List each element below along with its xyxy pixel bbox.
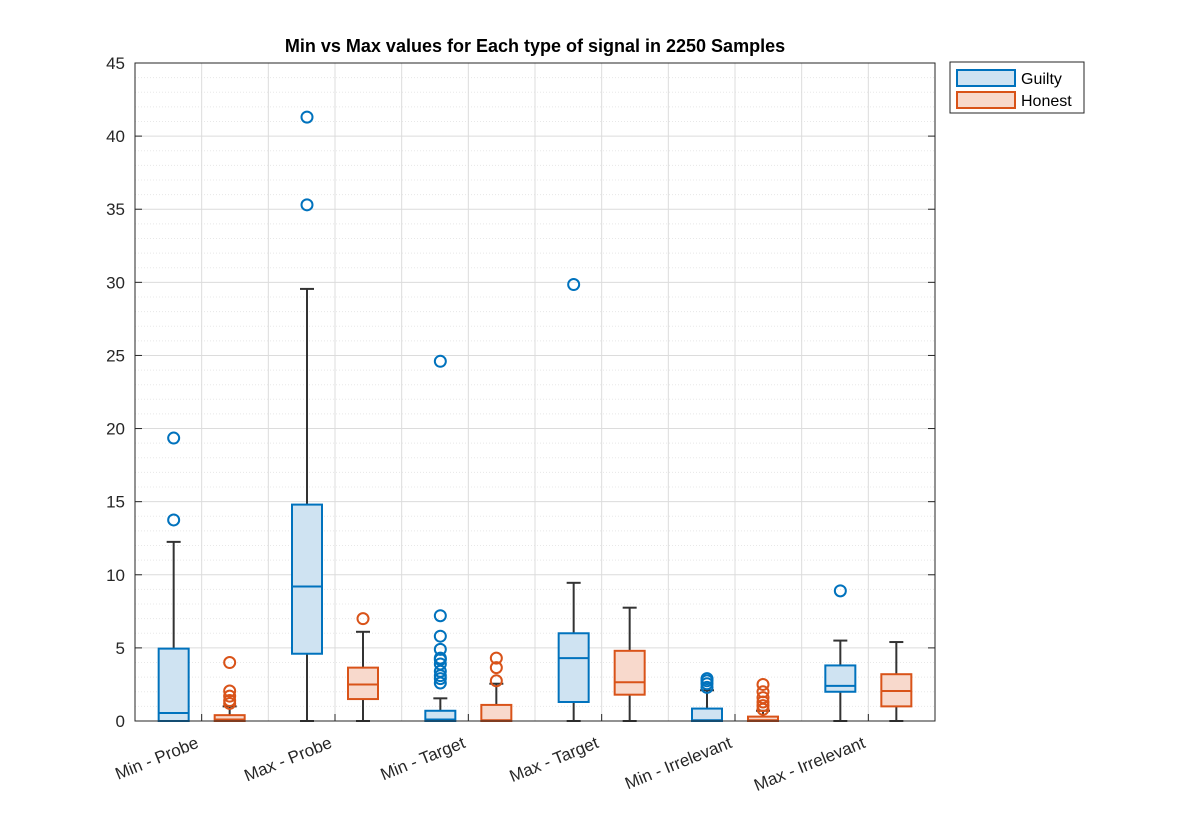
y-tick-label: 30 <box>106 273 125 292</box>
outlier-point <box>433 354 447 368</box>
outlier-point <box>756 685 770 699</box>
outlier-point <box>167 431 181 445</box>
legend-label-honest: Honest <box>1021 93 1072 110</box>
box-iqr <box>480 703 513 722</box>
outlier-point <box>489 651 503 665</box>
y-tick-label: 45 <box>106 54 125 73</box>
box-iqr <box>557 632 590 703</box>
box-series <box>157 110 913 723</box>
outlier-point <box>167 513 181 527</box>
chart-title: Min vs Max values for Each type of signa… <box>285 36 785 56</box>
outlier-point <box>700 680 714 694</box>
y-tick-label: 20 <box>106 420 125 439</box>
legend-swatch-honest <box>956 91 1016 109</box>
box-iqr <box>157 647 190 722</box>
box-guilty-5 <box>691 672 723 722</box>
y-tick-label: 0 <box>116 712 125 731</box>
box-guilty-2 <box>291 110 323 722</box>
outlier-point <box>300 110 314 124</box>
y-tick-label: 25 <box>106 346 125 365</box>
outlier-point <box>833 584 847 598</box>
box-iqr <box>291 503 323 655</box>
outlier-point <box>489 674 503 688</box>
y-axis: 0 5 10 15 20 25 30 35 40 45 <box>106 54 935 731</box>
y-tick-label: 5 <box>116 639 125 658</box>
outlier-point <box>433 609 447 623</box>
y-tick-label: 35 <box>106 200 125 219</box>
box-iqr <box>613 649 646 696</box>
y-tick-label: 40 <box>106 127 125 146</box>
outlier-point <box>223 684 237 698</box>
outlier-point <box>567 278 581 292</box>
outlier-point <box>433 642 447 656</box>
box-iqr <box>691 707 723 722</box>
outlier-point <box>700 672 714 686</box>
box-honest-4 <box>613 606 646 722</box>
outlier-point <box>300 198 314 212</box>
series-guilty <box>157 110 857 723</box>
outlier-point <box>756 691 770 705</box>
outlier-point <box>223 656 237 670</box>
outlier-point <box>433 657 447 671</box>
outlier-point <box>356 612 370 626</box>
outlier-point <box>489 661 503 675</box>
box-guilty-6 <box>824 584 857 722</box>
box-guilty-3 <box>424 354 457 723</box>
legend-label-guilty: Guilty <box>1021 71 1062 88</box>
outlier-point <box>433 651 447 665</box>
axes-frame <box>134 62 936 722</box>
y-tick-label: 10 <box>106 566 125 585</box>
legend-swatch-guilty <box>956 69 1016 87</box>
outlier-point <box>756 677 770 691</box>
y-tick-label: 15 <box>106 493 125 512</box>
outlier-point <box>223 694 237 708</box>
outlier-point <box>756 699 770 713</box>
box-iqr <box>347 666 379 701</box>
outlier-point <box>223 689 237 703</box>
legend: Guilty Honest <box>949 61 1085 114</box>
outlier-point <box>433 629 447 643</box>
series-honest <box>213 606 913 723</box>
box-honest-6 <box>880 641 913 722</box>
box-iqr <box>824 664 857 693</box>
grid-lines <box>135 62 935 722</box>
